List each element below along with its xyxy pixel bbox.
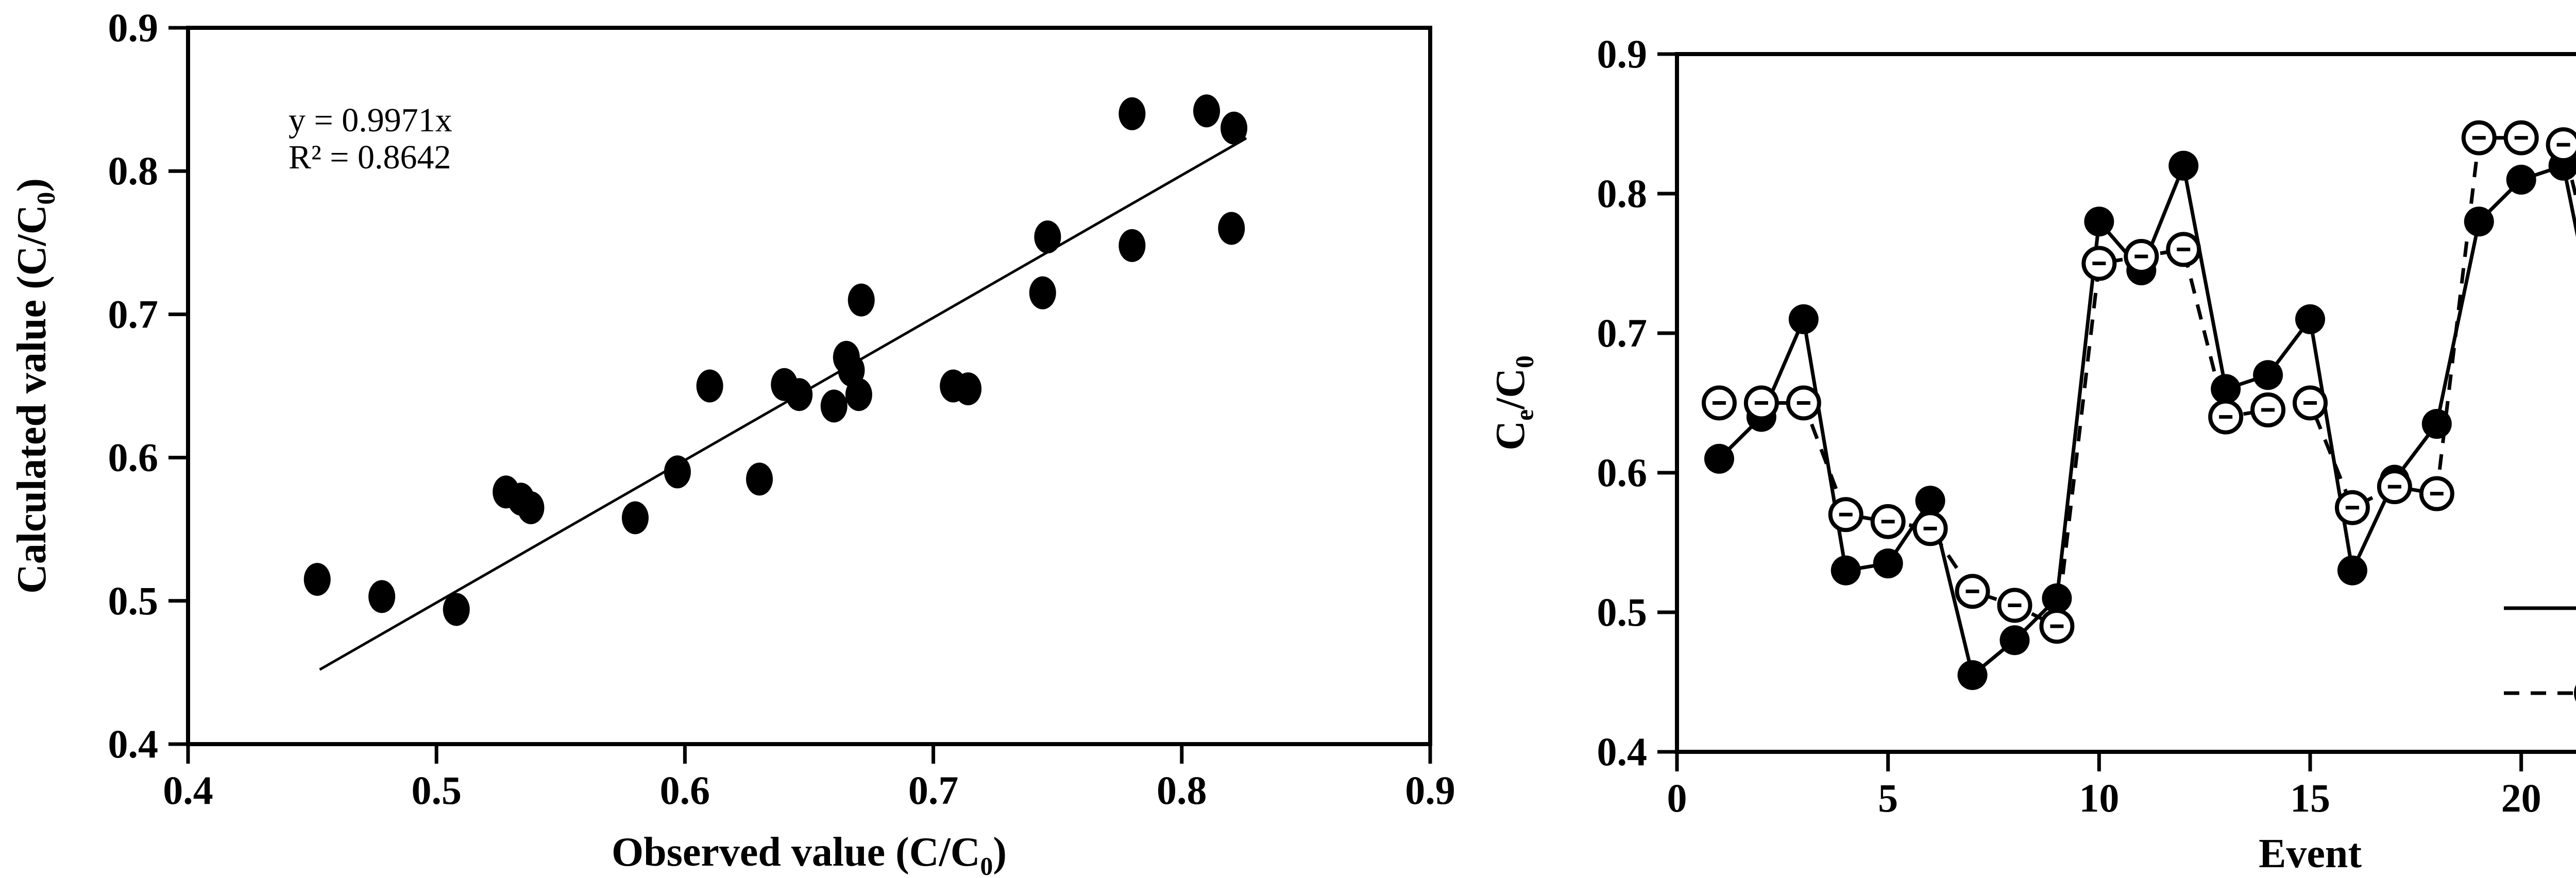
observed-point <box>1957 660 1988 690</box>
scatter-point <box>696 369 723 403</box>
scatter-point <box>664 455 691 489</box>
x-tick-label: 0.8 <box>1157 768 1207 813</box>
observed-point <box>2295 304 2325 334</box>
x-axis-title: Observed value (C/C0) <box>612 830 1007 878</box>
observed-point <box>2084 206 2114 237</box>
observed-point <box>2337 555 2367 586</box>
observed-point <box>1915 486 1945 516</box>
observed-point <box>2168 150 2199 181</box>
observed-point <box>1704 443 1734 474</box>
scatter-point <box>845 378 872 411</box>
scatter-point <box>1029 276 1056 309</box>
x-tick-label: 0.4 <box>163 768 213 813</box>
calibration-scatter-panel: 0.4 0.5 0.6 0.7 0.8 0.9 0.4 0.5 0.6 0.7 0.8 0.9 Obse… <box>9 5 1455 878</box>
observed-point <box>1788 304 1819 334</box>
x-tick-label: 0.9 <box>1405 768 1455 813</box>
y-tick-label: 0.5 <box>1597 590 1648 634</box>
x-tick-label: 15 <box>2290 776 2330 820</box>
y-axis-title: Ce/C0 <box>1488 355 1539 451</box>
scatter-points <box>303 94 1248 626</box>
x-axis-title: Event <box>2259 831 2362 876</box>
x-tick-label: 0.5 <box>411 768 462 813</box>
observed-point <box>1873 548 1903 579</box>
scatter-point <box>820 389 848 423</box>
y-tick-label: 0.9 <box>1597 31 1648 76</box>
regression-annotation-line: R² = 0.8642 <box>289 139 451 176</box>
y-tick-label: 0.4 <box>1597 729 1648 774</box>
observed-point <box>2253 360 2283 390</box>
regression-annotation-line: y = 0.9971x <box>289 101 452 139</box>
observed-point <box>2421 409 2452 439</box>
legend: Observed valueSimulated value <box>2504 606 2576 701</box>
x-tick-label: 0.6 <box>660 768 710 813</box>
observed-point <box>2042 583 2072 613</box>
scatter-point <box>1034 220 1061 254</box>
simulated-value-points <box>1701 120 2576 644</box>
y-tick-label: 0.7 <box>1597 311 1648 355</box>
plot-frame <box>186 26 1432 746</box>
scatter-point <box>1221 111 1248 145</box>
simulated-value-line <box>1719 136 2576 629</box>
observed-point <box>2506 164 2536 195</box>
x-tick-label: 5 <box>1878 776 1898 820</box>
y-tick-label: 0.8 <box>1597 171 1648 216</box>
event-series-chart: 0510152025300.40.50.60.70.80.9EventCe/C0… <box>1488 31 2576 876</box>
y-tick-label: 0.6 <box>1597 450 1648 495</box>
x-tick-label: 20 <box>2501 776 2541 820</box>
y-tick-label: 0.6 <box>108 435 159 480</box>
scatter-point <box>955 372 982 406</box>
observed-point <box>1831 555 1861 586</box>
scatter-point <box>848 283 875 317</box>
scatter-point <box>1193 94 1221 128</box>
observed-point <box>1999 625 2030 656</box>
scatter-point <box>517 491 545 524</box>
y-axis-title: Calculated value (C/C0) <box>9 178 60 594</box>
x-tick-label: 0.7 <box>908 768 959 813</box>
scatter-point <box>1218 212 1245 245</box>
y-tick-label: 0.5 <box>108 578 159 623</box>
event-series-panel: 0510152025300.40.50.60.70.80.9EventCe/C0… <box>1479 0 2576 878</box>
y-axis: 0.4 0.5 0.6 0.7 0.8 0.9 <box>1597 31 1677 774</box>
y-tick-label: 0.9 <box>108 5 159 50</box>
scatter-point <box>1118 97 1146 130</box>
y-tick-label: 0.4 <box>108 721 159 766</box>
scatter-point <box>786 378 813 411</box>
y-axis: 0.4 0.5 0.6 0.7 0.8 0.9 <box>108 5 188 766</box>
scatter-point <box>303 563 331 596</box>
x-tick-label: 10 <box>2079 776 2119 820</box>
trend-line <box>319 137 1247 671</box>
scatter-point <box>746 462 773 496</box>
y-tick-label: 0.7 <box>108 291 159 336</box>
x-tick-label: 0 <box>1667 776 1687 820</box>
x-axis: 0.4 0.5 0.6 0.7 0.8 0.9 <box>163 744 1455 813</box>
scatter-point <box>1118 229 1146 262</box>
y-tick-label: 0.8 <box>108 148 159 193</box>
x-axis: 051015202530 <box>1667 752 2541 820</box>
observed-value-points <box>1704 150 2576 690</box>
scatter-point <box>368 580 396 613</box>
scatter-point <box>621 501 649 535</box>
calibration-scatter-chart: 0.4 0.5 0.6 0.7 0.8 0.9 0.4 0.5 0.6 0.7 0.8 0.9 Obse… <box>9 5 1455 878</box>
scatter-point <box>443 593 470 626</box>
observed-point <box>2464 206 2494 237</box>
observed-point <box>2211 374 2241 404</box>
